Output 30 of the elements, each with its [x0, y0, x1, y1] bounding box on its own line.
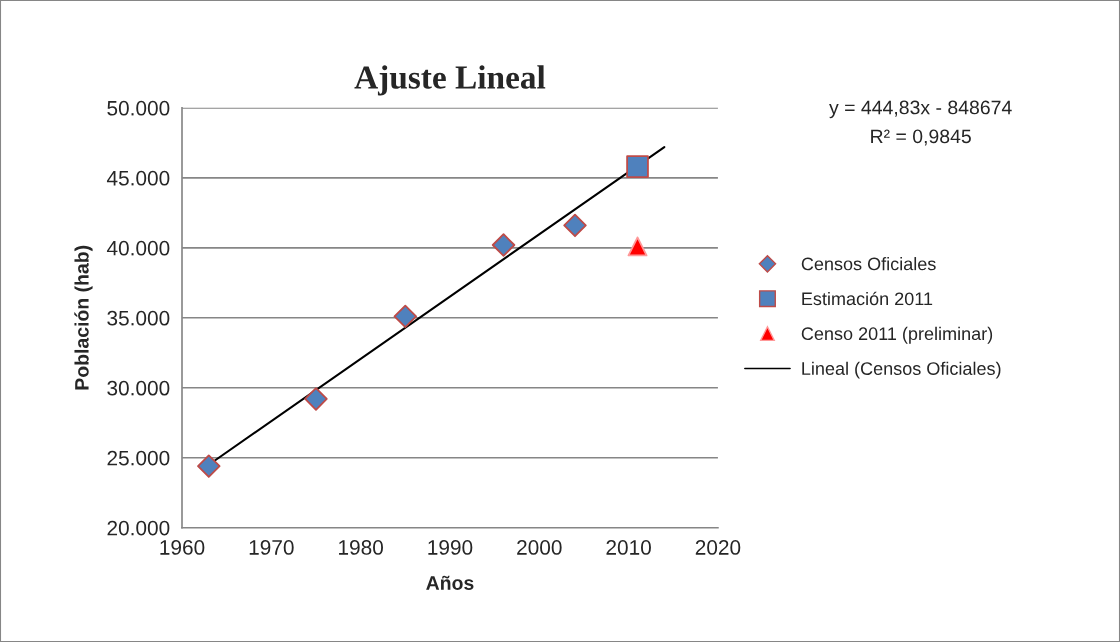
x-tick-label: 2020	[695, 540, 741, 555]
x-tick-label: 1970	[249, 540, 294, 555]
point	[197, 454, 221, 478]
y-tick-label: 45.000	[106, 170, 170, 186]
y-tick-label: 50.000	[107, 100, 170, 116]
legend-label: Lineal (Censos Oficiales)	[802, 361, 1001, 379]
x-tick-label: 2010	[606, 540, 651, 555]
y-tick-label: 20.000	[107, 520, 170, 536]
point	[563, 213, 587, 238]
point	[626, 155, 649, 178]
x-tick-label: 2000	[517, 540, 562, 555]
x-axis-title: Años	[426, 575, 474, 590]
text: R² = 0,9845	[871, 129, 971, 146]
y-tick-label: 40.000	[106, 240, 170, 256]
chart-title: Ajuste Lineal	[354, 65, 546, 96]
y-tick-label: 25.000	[107, 450, 170, 466]
legend-label: Censo 2011 (preliminar)	[801, 326, 993, 344]
text: y = 444,83x - 848674	[829, 100, 1012, 119]
x-tick-label: 1980	[339, 540, 383, 555]
legend-label: Censos Oficiales	[801, 257, 936, 271]
point	[304, 387, 328, 411]
y-tick-label: 30.000	[107, 380, 170, 396]
legend-label: Estimación 2011	[802, 291, 933, 306]
point	[393, 304, 418, 329]
y-tick-label: 35.000	[107, 310, 170, 326]
point	[627, 236, 648, 257]
x-tick-label: 1960	[160, 540, 205, 555]
y-axis-title: Población (hab)	[74, 245, 93, 390]
x-tick-label: 1990	[428, 540, 473, 555]
point	[491, 233, 516, 257]
